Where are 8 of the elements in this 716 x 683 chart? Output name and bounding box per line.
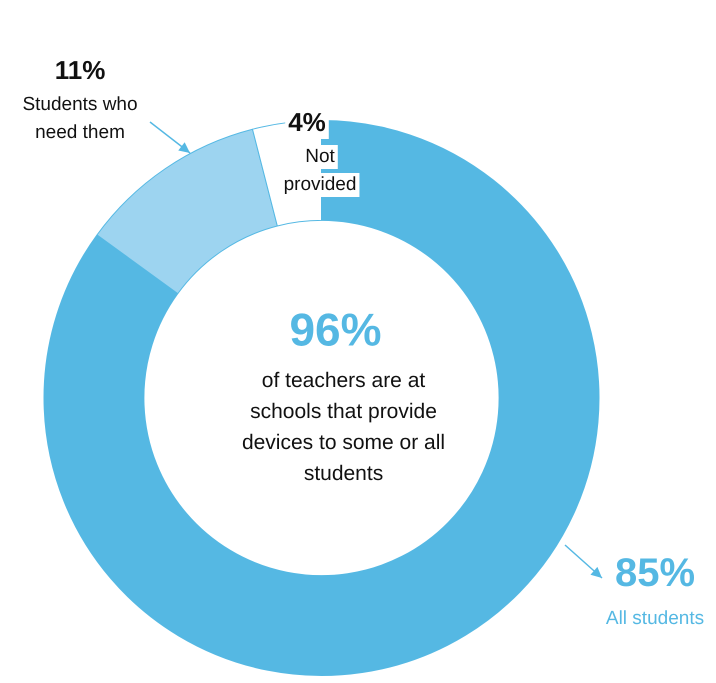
- slice-label: Students who need them: [22, 94, 138, 144]
- text: 96%: [289, 304, 382, 356]
- data-label: 85%: [614, 551, 696, 596]
- data-label: 4%: [288, 107, 326, 138]
- text: of teachers are at schools that provide devices to some or all students: [242, 368, 446, 485]
- data-label: 11%: [54, 55, 106, 86]
- slice-label: Not provided: [284, 146, 356, 196]
- slice-label: All students: [606, 608, 704, 630]
